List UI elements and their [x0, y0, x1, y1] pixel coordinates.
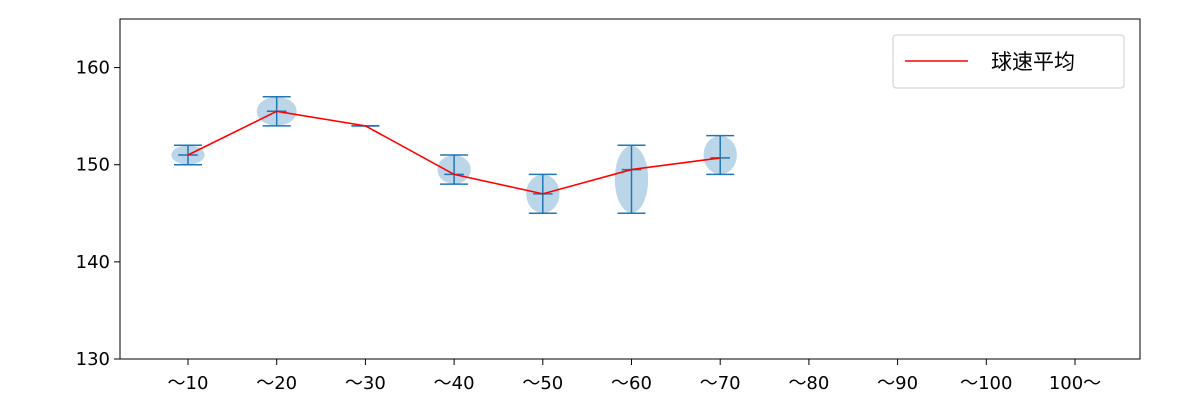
x-tick-label: ～50 [522, 373, 563, 394]
x-tick-label: 100～ [1049, 373, 1101, 394]
y-axis: 130 140 150 160 [76, 58, 120, 370]
violin-～40 [437, 154, 471, 185]
x-axis: ～10 ～20 ～30 ～40 ～50 ～60 ～70 ～80 ～90 ～100 100～ [168, 359, 1101, 394]
legend: 球速平均 [892, 34, 1125, 89]
y-tick-label: 150 [76, 155, 110, 176]
series-line-average [187, 110, 721, 195]
y-tick-label: 140 [76, 252, 110, 273]
x-tick-label: ～80 [788, 373, 829, 394]
average-line-layer [187, 110, 721, 195]
x-tick-label: ～20 [256, 373, 297, 394]
x-tick-label: ～60 [611, 373, 652, 394]
y-tick-label: 130 [76, 349, 110, 370]
x-tick-label: ～30 [345, 373, 386, 394]
y-tick-label: 160 [76, 58, 110, 79]
violin-～70 [703, 134, 737, 176]
x-tick-label: ～10 [168, 373, 209, 394]
x-tick-label: ～90 [877, 373, 918, 394]
violin-～60 [614, 144, 649, 215]
x-tick-label: ～40 [434, 373, 475, 394]
x-tick-label: ～70 [700, 373, 741, 394]
plot-frame [119, 18, 1141, 360]
legend-label-average: 球速平均 [991, 50, 1075, 74]
legend-box [892, 34, 1125, 89]
x-tick-label: ～100 [960, 373, 1012, 394]
